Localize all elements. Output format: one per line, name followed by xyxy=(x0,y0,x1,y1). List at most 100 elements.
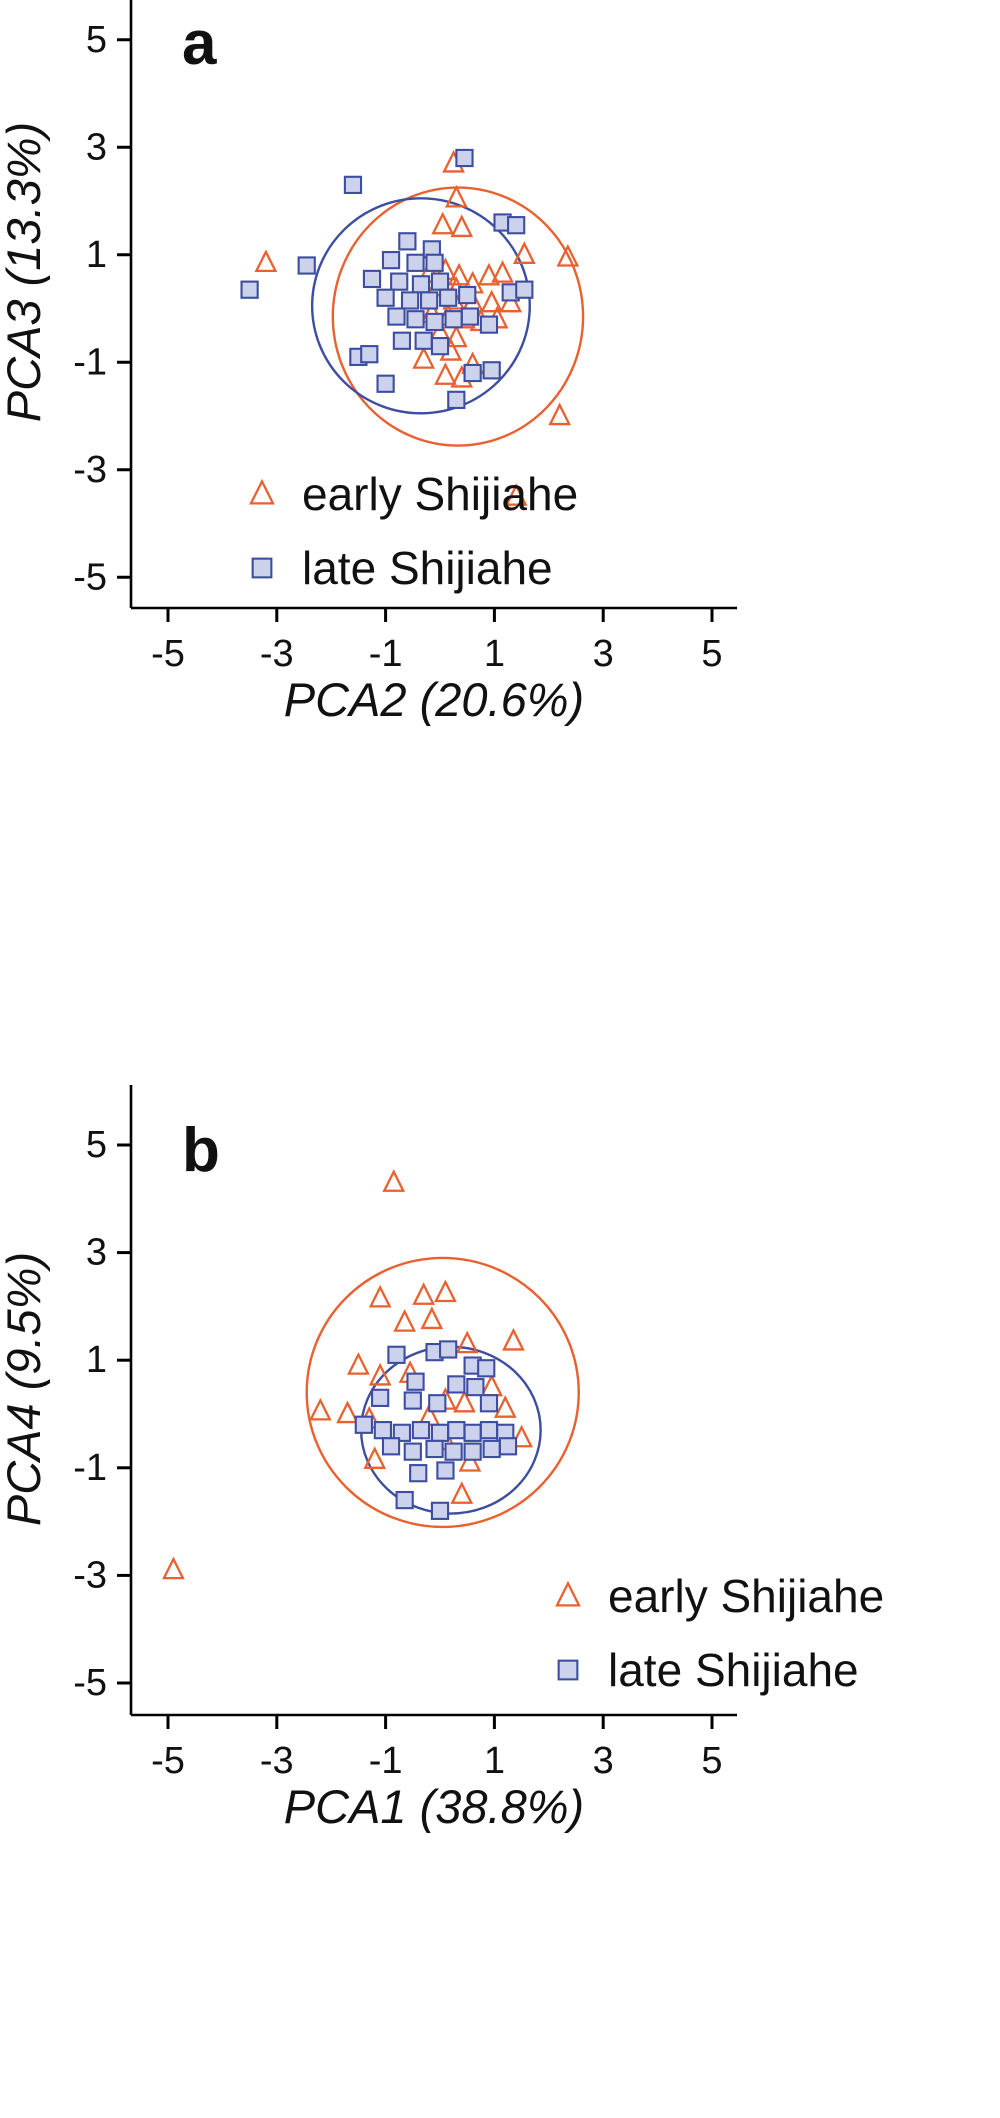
y-tick-label: -1 xyxy=(73,1447,107,1489)
late-point-square xyxy=(444,1442,463,1461)
late-point-square xyxy=(392,1423,412,1442)
early-point-triangle xyxy=(455,1330,479,1354)
late-point-square xyxy=(444,310,463,329)
late-point-square xyxy=(390,272,409,291)
early-point-triangle xyxy=(431,211,455,235)
x-tick-label: 1 xyxy=(484,633,505,675)
late-point-square xyxy=(515,280,534,299)
late-point-square xyxy=(403,1442,422,1461)
late-point-square xyxy=(439,288,458,307)
late-point-square xyxy=(425,253,444,272)
late-point-square xyxy=(430,272,450,291)
x-tick-label: -3 xyxy=(260,1740,294,1782)
x-axis-title: PCA1 (38.8%) xyxy=(284,1780,584,1833)
legend-label: early Shijiahe xyxy=(608,1570,884,1622)
late-point-square xyxy=(362,269,382,289)
late-point-square xyxy=(411,275,431,294)
early-point-triangle xyxy=(347,1352,370,1375)
y-tick-label: 3 xyxy=(86,126,107,168)
late-point-square xyxy=(447,390,466,409)
late-point-square xyxy=(403,1391,422,1410)
late-point-square xyxy=(439,1340,458,1359)
early-point-triangle xyxy=(504,483,528,506)
x-tick-label: 5 xyxy=(701,1740,722,1782)
early-point-triangle xyxy=(480,289,504,313)
early-point-triangle xyxy=(363,1446,387,1469)
early-point-triangle xyxy=(420,1306,444,1330)
early-point-triangle xyxy=(434,362,457,385)
early-point-triangle xyxy=(450,214,474,238)
legend-late-square-icon xyxy=(557,1659,579,1681)
early-point-triangle xyxy=(336,1400,359,1424)
x-tick-label: -5 xyxy=(151,1740,185,1782)
late-point-square xyxy=(425,312,444,332)
early-point-triangle xyxy=(368,1362,392,1386)
late-point-square xyxy=(430,336,450,356)
early-point-triangle xyxy=(368,1284,392,1308)
late-point-square xyxy=(447,1375,466,1394)
x-tick-label: -3 xyxy=(260,633,294,675)
late-point-square xyxy=(463,1442,482,1461)
early-point-triangle xyxy=(412,1282,436,1305)
late-point-square xyxy=(392,331,412,350)
early-point-triangle xyxy=(491,260,514,283)
legend-late-square-icon xyxy=(251,557,273,579)
panel-letter: b xyxy=(182,1116,220,1185)
late-point-square xyxy=(498,1437,518,1456)
y-tick-label: 3 xyxy=(86,1232,107,1274)
late-point-square xyxy=(425,1439,444,1459)
late-point-square xyxy=(406,310,425,329)
y-tick-label: -3 xyxy=(73,449,107,491)
y-tick-label: -5 xyxy=(73,1662,107,1704)
early-point-triangle xyxy=(308,1397,332,1421)
late-point-square xyxy=(360,345,379,364)
early-point-triangle xyxy=(162,1556,185,1580)
y-tick-label: 5 xyxy=(86,1124,107,1166)
early-point-triangle xyxy=(450,1481,474,1504)
confidence-ellipse-late xyxy=(310,197,531,415)
late-point-square xyxy=(395,1490,414,1510)
late-point-square xyxy=(460,307,480,326)
late-point-square xyxy=(381,1437,401,1456)
late-point-square xyxy=(479,1394,499,1413)
x-tick-label: -1 xyxy=(369,1740,403,1782)
late-point-square xyxy=(406,253,425,272)
y-tick-label: 5 xyxy=(86,19,107,61)
y-tick-label: 1 xyxy=(86,234,107,276)
early-point-triangle xyxy=(434,1279,457,1303)
x-tick-label: 3 xyxy=(593,1740,614,1782)
late-point-square xyxy=(479,315,499,334)
y-axis-title: PCA3 (13.3%) xyxy=(0,122,50,422)
early-point-triangle xyxy=(444,184,468,208)
early-point-triangle xyxy=(493,1395,517,1418)
scatter-plot-a: -5 -3 -1 1 3 5 5 3 1 -1 -3 -5 a PCA2 (20.6%) PCA3 (13.… xyxy=(0,0,737,726)
early-point-triangle xyxy=(254,249,278,273)
early-point-triangle xyxy=(458,1448,482,1472)
x-tick-label: 5 xyxy=(701,633,722,675)
panel-letter: a xyxy=(182,9,217,78)
late-point-square xyxy=(507,216,526,235)
late-point-square xyxy=(398,232,417,251)
x-tick-label: 3 xyxy=(593,633,614,675)
x-tick-label: 1 xyxy=(484,1740,505,1782)
late-point-square xyxy=(409,1464,428,1483)
late-point-square xyxy=(376,288,395,307)
early-point-triangle xyxy=(444,324,468,348)
late-point-square xyxy=(414,331,433,350)
late-point-square xyxy=(436,1461,455,1480)
legend-label: late Shijiahe xyxy=(608,1644,859,1696)
legend-label: late Shijiahe xyxy=(302,542,553,594)
y-tick-label: -3 xyxy=(73,1554,107,1596)
confidence-ellipse-early xyxy=(331,186,585,447)
late-point-square xyxy=(466,1377,485,1397)
panel-b: -5 -3 -1 1 3 5 5 3 1 -1 -3 -5 b PCA1 (38.8%) PCA4 (9.5… xyxy=(0,1059,1000,2118)
late-point-square xyxy=(373,1421,393,1440)
late-point-square xyxy=(387,307,406,326)
late-point-square xyxy=(419,291,439,310)
early-point-triangle xyxy=(412,346,436,369)
late-point-square xyxy=(428,1394,447,1413)
late-point-square xyxy=(400,291,420,310)
late-point-square xyxy=(430,1501,450,1520)
late-point-square xyxy=(343,175,363,195)
